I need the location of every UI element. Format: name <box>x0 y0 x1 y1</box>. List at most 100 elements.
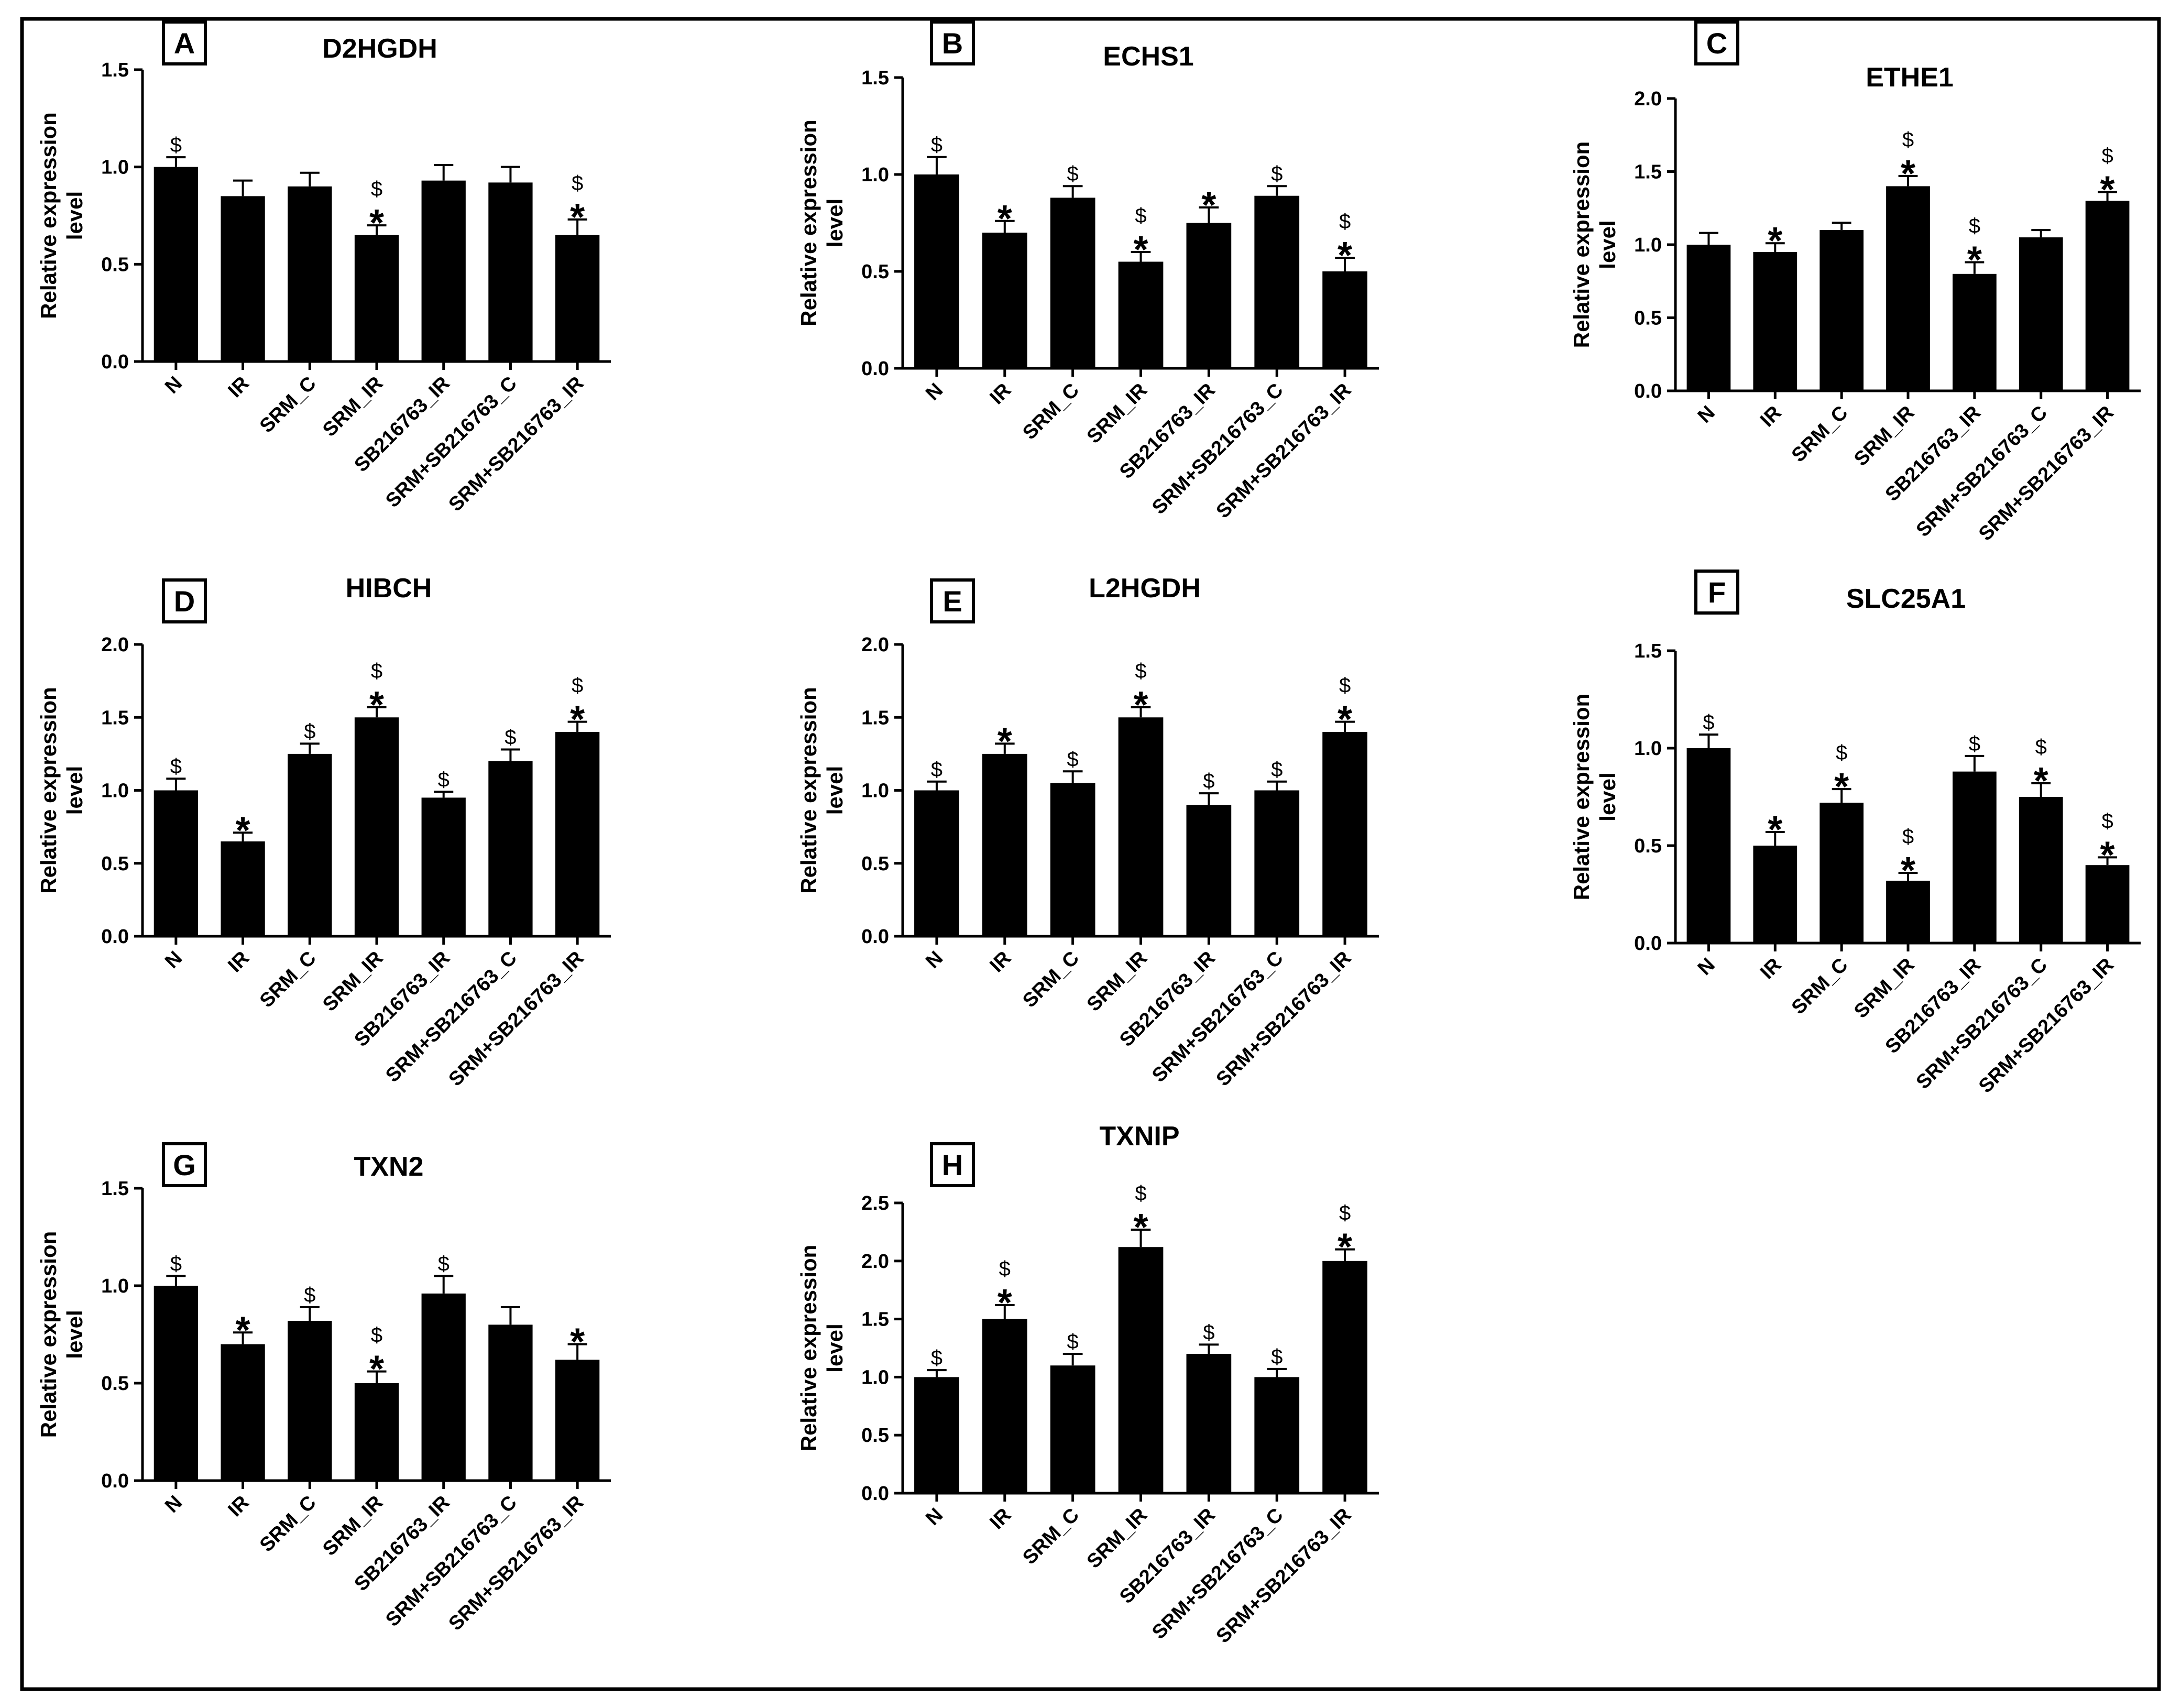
y-tick-label: 1.5 <box>1634 640 1662 662</box>
significance-dollar: $ <box>1067 748 1079 771</box>
bar <box>154 167 199 362</box>
significance-asterisk: * <box>2034 760 2048 802</box>
bar <box>1254 790 1300 936</box>
chart-title: ECHS1 <box>1103 41 1193 72</box>
bar <box>288 1320 332 1481</box>
bar <box>914 790 959 936</box>
y-tick-label: 0.0 <box>861 1483 889 1505</box>
significance-asterisk: * <box>369 1349 384 1391</box>
panel-label-box <box>1694 570 1739 615</box>
significance-asterisk: * <box>2100 834 2115 876</box>
y-tick-label: 0.5 <box>1634 835 1662 857</box>
significance-dollar: $ <box>1271 758 1283 781</box>
bar <box>288 186 332 362</box>
significance-asterisk: * <box>1133 1207 1148 1249</box>
significance-dollar: $ <box>1135 204 1146 227</box>
bar <box>488 182 533 362</box>
significance-asterisk: * <box>1768 809 1782 851</box>
significance-dollar: $ <box>170 755 182 778</box>
y-tick-label: 1.0 <box>101 157 129 179</box>
bar <box>421 180 466 362</box>
significance-dollar: $ <box>1271 1345 1283 1368</box>
significance-dollar: $ <box>1203 770 1214 793</box>
y-tick-label: 0.5 <box>861 261 889 283</box>
significance-dollar: $ <box>505 726 516 749</box>
y-tick-label: 1.0 <box>1634 234 1662 256</box>
significance-dollar: $ <box>2101 145 2113 168</box>
significance-dollar: $ <box>999 1257 1011 1280</box>
bar <box>1952 273 1997 391</box>
significance-asterisk: * <box>570 196 585 238</box>
bar <box>288 753 332 936</box>
panel-label: E <box>942 585 962 618</box>
significance-dollar: $ <box>931 1346 942 1370</box>
bar <box>1753 846 1798 943</box>
y-tick-label: 0.0 <box>101 351 129 373</box>
y-axis-label: Relative expression <box>796 1245 821 1452</box>
y-tick-label: 1.5 <box>101 707 129 729</box>
y-axis-label: Relative expression <box>36 112 61 319</box>
panel-label-box <box>930 1142 975 1187</box>
y-tick-label: 2.5 <box>861 1192 889 1214</box>
y-tick-label: 0.0 <box>861 358 889 380</box>
panel-label-box <box>1694 20 1739 65</box>
significance-asterisk: * <box>1338 699 1352 741</box>
significance-asterisk: * <box>570 1321 585 1363</box>
significance-asterisk: * <box>236 809 250 851</box>
y-tick-label: 2.0 <box>861 1251 889 1273</box>
y-tick-label: 1.5 <box>101 1178 129 1200</box>
y-tick-label: 2.0 <box>861 634 889 656</box>
y-axis-label: Relative expression <box>1569 141 1594 348</box>
y-axis-label-line2: level <box>1595 772 1620 821</box>
significance-dollar: $ <box>572 674 583 697</box>
y-tick-label: 0.0 <box>1634 933 1662 955</box>
bar <box>1118 1247 1164 1493</box>
chart-title: L2HGDH <box>1089 573 1201 604</box>
significance-dollar: $ <box>1703 711 1714 734</box>
chart-title: TXNIP <box>1099 1121 1179 1152</box>
bar <box>2019 797 2063 943</box>
panel-label: C <box>1706 27 1727 60</box>
bar <box>1050 1365 1095 1493</box>
bar <box>1186 1354 1232 1493</box>
y-axis-label-line2: level <box>823 766 847 815</box>
significance-dollar: $ <box>1339 210 1351 233</box>
bar <box>1050 783 1095 936</box>
significance-dollar: $ <box>1271 162 1283 185</box>
bar <box>1686 245 1731 391</box>
significance-asterisk: * <box>236 1309 250 1351</box>
bar <box>1686 748 1731 943</box>
significance-dollar: $ <box>438 1252 450 1275</box>
chart-title: SLC25A1 <box>1846 584 1966 614</box>
y-axis-label-line2: level <box>62 766 87 815</box>
y-axis-label-line2: level <box>1595 220 1620 269</box>
bar <box>354 235 399 362</box>
bar <box>982 753 1027 936</box>
y-tick-label: 1.5 <box>1634 161 1662 183</box>
bar <box>555 1360 600 1481</box>
significance-dollar: $ <box>1902 128 1914 151</box>
bar <box>1186 805 1232 936</box>
y-axis-label-line2: level <box>62 1310 87 1359</box>
bar <box>914 174 959 368</box>
significance-asterisk: * <box>2100 169 2115 211</box>
y-axis-label: Relative expression <box>36 1231 61 1438</box>
y-tick-label: 1.0 <box>1634 738 1662 760</box>
significance-asterisk: * <box>1338 235 1352 277</box>
y-tick-label: 1.0 <box>861 164 889 186</box>
significance-dollar: $ <box>2101 809 2113 833</box>
significance-asterisk: * <box>998 198 1012 240</box>
significance-dollar: $ <box>1836 741 1847 764</box>
bar <box>221 196 265 362</box>
y-tick-label: 0.5 <box>861 853 889 875</box>
panel-label-box <box>162 1142 207 1187</box>
y-tick-label: 2.0 <box>101 634 129 656</box>
significance-asterisk: * <box>1834 766 1849 808</box>
bar <box>982 233 1027 368</box>
y-axis-label: Relative expression <box>1569 694 1594 901</box>
y-tick-label: 0.5 <box>101 853 129 875</box>
significance-dollar: $ <box>371 1324 382 1347</box>
y-tick-label: 2.0 <box>1634 88 1662 110</box>
bar <box>354 1383 399 1481</box>
bar <box>154 1286 199 1481</box>
